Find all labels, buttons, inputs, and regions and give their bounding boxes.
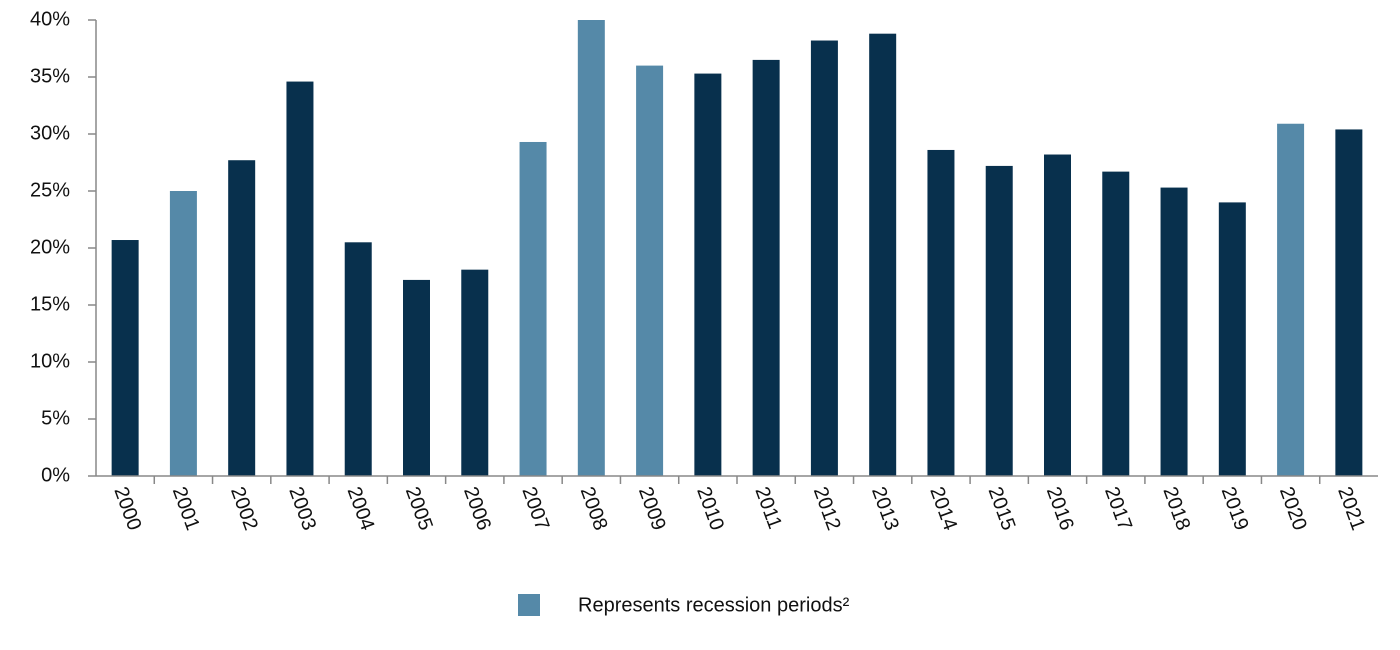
y-tick-label: 10%	[30, 350, 70, 372]
x-tick-label: 2015	[984, 484, 1020, 533]
bar	[1335, 129, 1363, 476]
y-tick-label: 0%	[41, 464, 70, 486]
bar	[1160, 187, 1188, 476]
y-tick-label: 30%	[30, 122, 70, 144]
y-tick-label: 40%	[30, 8, 70, 30]
bar	[461, 269, 489, 476]
x-tick-label: 2018	[1158, 484, 1194, 533]
bar	[228, 160, 256, 476]
x-tick-label: 2003	[284, 484, 320, 533]
x-tick-label: 2020	[1275, 484, 1311, 533]
bar	[1102, 171, 1130, 476]
y-tick-label: 5%	[41, 407, 70, 429]
x-tick-label: 2011	[750, 484, 785, 532]
bar	[985, 165, 1013, 477]
legend-label: Represents recession periods²	[578, 594, 850, 616]
x-tick-label: 2019	[1217, 484, 1253, 533]
bar	[694, 73, 722, 476]
bar	[169, 191, 197, 476]
bar	[519, 141, 547, 477]
bar	[577, 20, 605, 476]
bar	[403, 279, 430, 476]
x-tick-label: 2006	[459, 484, 495, 533]
x-tick-label: 2017	[1100, 484, 1136, 533]
x-tick-label: 2005	[401, 484, 437, 533]
x-tick-label: 2009	[634, 484, 670, 533]
bar	[752, 59, 780, 477]
bar	[869, 33, 897, 477]
x-tick-label: 2001	[168, 484, 204, 533]
legend-swatch	[518, 594, 540, 616]
x-tick-label: 2016	[1042, 484, 1078, 533]
x-tick-label: 2007	[517, 484, 553, 533]
y-tick-label: 25%	[30, 179, 70, 201]
bar	[810, 40, 838, 477]
bar	[286, 81, 314, 476]
x-tick-label: 2014	[925, 484, 961, 533]
bar	[111, 240, 139, 476]
bar	[636, 65, 664, 476]
x-tick-label: 2008	[576, 484, 612, 533]
bar	[1277, 123, 1305, 477]
bar	[344, 242, 372, 476]
x-tick-label: 2013	[867, 484, 903, 533]
y-tick-label: 20%	[30, 236, 70, 258]
x-tick-label: 2010	[692, 484, 728, 533]
bar	[1044, 154, 1071, 476]
x-tick-label: 2012	[809, 484, 845, 533]
x-tick-label: 2000	[109, 484, 145, 533]
bar	[1218, 202, 1246, 476]
x-tick-label: 2004	[343, 484, 379, 533]
bar	[927, 149, 955, 476]
y-tick-label: 35%	[30, 65, 70, 87]
x-tick-label: 2002	[226, 484, 262, 533]
x-tick-label: 2021	[1333, 484, 1369, 533]
y-tick-label: 15%	[30, 293, 70, 315]
